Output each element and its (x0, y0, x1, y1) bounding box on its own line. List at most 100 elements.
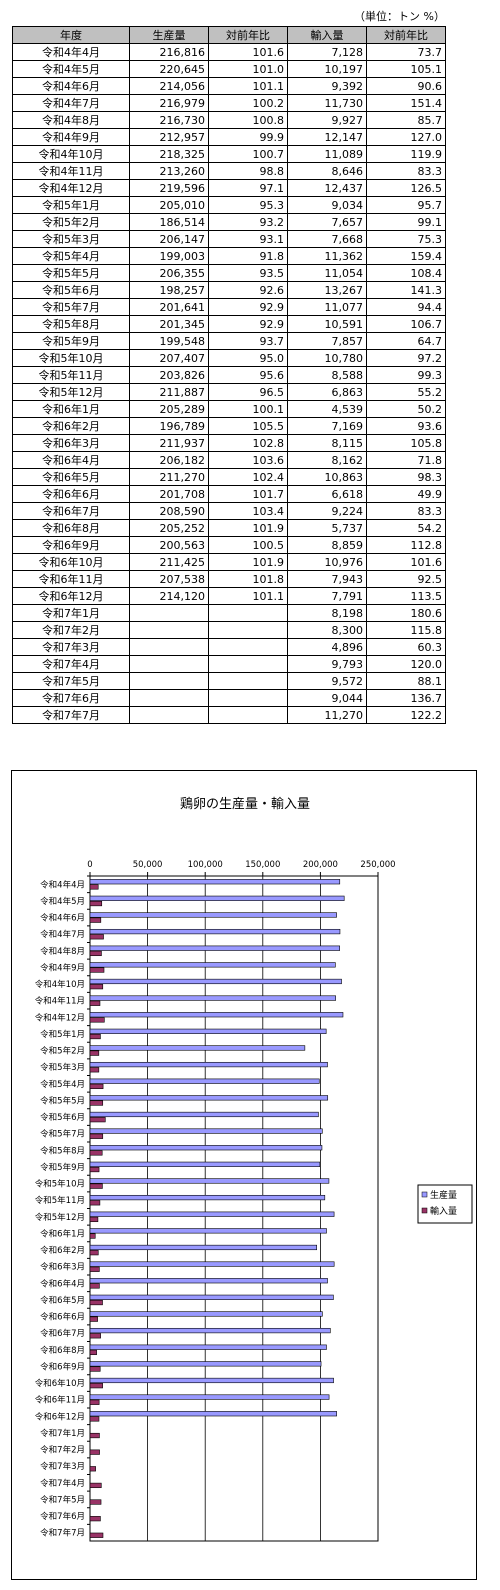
cell-import-yoy: 88.1 (366, 672, 446, 690)
bar-production (89, 1145, 323, 1151)
cell-production: 216,979 (129, 94, 209, 112)
bar-import (89, 1416, 100, 1422)
cell-production-yoy: 102.8 (208, 434, 288, 452)
legend-label: 輸入量 (430, 1205, 457, 1217)
cell-production-yoy: 93.7 (208, 332, 288, 350)
bar-production (89, 995, 336, 1001)
table-row: 令和7年6月 9,044 136.7 (12, 689, 446, 707)
bar-production (89, 895, 345, 901)
y-tick-label: 令和4年10月 (35, 979, 85, 990)
cell-production: 205,252 (129, 519, 209, 537)
cell-production: 216,816 (129, 43, 209, 61)
egg-data-table: 年度 生産量 対前年比 輸入量 対前年比 令和4年4月 216,816 101.6 7… (12, 26, 446, 724)
unit-note: （単位：トン %） (354, 10, 445, 23)
cell-import: 8,162 (287, 451, 367, 469)
cell-period: 令和4年6月 (12, 77, 130, 95)
cell-period: 令和5年11月 (12, 366, 130, 384)
bar-import (89, 1432, 100, 1439)
bar-import (89, 1100, 104, 1106)
y-tick-label: 令和6年5月 (40, 1295, 85, 1306)
bar-production (89, 928, 341, 935)
cell-import-yoy: 105.8 (366, 434, 446, 452)
cell-production: 199,003 (129, 247, 209, 265)
cell-production-yoy: 102.4 (208, 468, 288, 486)
cell-period: 令和6年3月 (12, 434, 130, 452)
cell-import-yoy: 83.3 (366, 502, 446, 520)
table-row: 令和7年3月 4,896 60.3 (12, 638, 446, 656)
x-tick-label: 250,000 (360, 860, 395, 870)
cell-period: 令和5年8月 (12, 315, 130, 333)
table-row: 令和4年11月 213,260 98.8 8,646 83.3 (12, 162, 446, 180)
cell-import-yoy: 99.1 (366, 213, 446, 231)
y-tick-label: 令和7年4月 (40, 1478, 85, 1489)
cell-period: 令和5年9月 (12, 332, 130, 350)
header-import-yoy: 対前年比 (366, 26, 446, 44)
cell-import: 9,044 (287, 689, 367, 707)
table-row: 令和7年7月 11,270 122.2 (12, 706, 446, 724)
cell-import: 7,791 (287, 587, 367, 605)
cell-production-yoy (208, 621, 288, 639)
y-tick-label: 令和7年6月 (40, 1511, 85, 1522)
cell-production (129, 689, 209, 707)
cell-production: 196,789 (129, 417, 209, 435)
cell-import: 7,128 (287, 43, 367, 61)
cell-production-yoy: 101.9 (208, 519, 288, 537)
bar-production (89, 1012, 344, 1018)
cell-import-yoy: 75.3 (366, 230, 446, 248)
table-row: 令和5年6月 198,257 92.6 13,267 141.3 (12, 281, 446, 299)
y-tick-label: 令和6年11月 (35, 1395, 85, 1406)
cell-import: 11,089 (287, 145, 367, 163)
cell-production-yoy: 98.8 (208, 162, 288, 180)
cell-production: 218,325 (129, 145, 209, 163)
cell-production-yoy: 101.7 (208, 485, 288, 503)
cell-import: 8,115 (287, 434, 367, 452)
table-row: 令和7年1月 8,198 180.6 (12, 604, 446, 622)
table-row: 令和5年1月 205,010 95.3 9,034 95.7 (12, 196, 446, 214)
cell-import-yoy: 112.8 (366, 536, 446, 554)
bar-production (89, 1078, 320, 1084)
y-tick-label: 令和4年5月 (40, 896, 85, 907)
cell-period: 令和6年5月 (12, 468, 130, 486)
cell-production-yoy: 100.2 (208, 94, 288, 112)
cell-period: 令和7年6月 (12, 689, 130, 707)
y-tick-label: 令和5年4月 (40, 1079, 85, 1090)
bar-import (89, 917, 102, 923)
cell-production: 214,056 (129, 77, 209, 95)
cell-period: 令和5年1月 (12, 196, 130, 214)
cell-production-yoy (208, 638, 288, 656)
cell-production-yoy: 100.1 (208, 400, 288, 418)
table-row: 令和5年11月 203,826 95.6 8,588 99.3 (12, 366, 446, 384)
bar-import (89, 1482, 102, 1489)
y-tick-label: 令和5年3月 (40, 1062, 85, 1073)
cell-import: 12,437 (287, 179, 367, 197)
cell-period: 令和5年10月 (12, 349, 130, 367)
cell-production-yoy: 101.1 (208, 77, 288, 95)
cell-import-yoy: 54.2 (366, 519, 446, 537)
cell-period: 令和7年5月 (12, 672, 130, 690)
cell-import: 6,618 (287, 485, 367, 503)
bar-import (89, 1166, 100, 1173)
bar-production (89, 1327, 331, 1334)
cell-import: 9,572 (287, 672, 367, 690)
table-row: 令和6年7月 208,590 103.4 9,224 83.3 (12, 502, 446, 520)
cell-import-yoy: 119.9 (366, 145, 446, 163)
cell-import-yoy: 71.8 (366, 451, 446, 469)
cell-period: 令和5年6月 (12, 281, 130, 299)
cell-period: 令和4年12月 (12, 179, 130, 197)
y-tick-label: 令和4年8月 (40, 946, 85, 957)
cell-production: 220,645 (129, 60, 209, 78)
bar-production (89, 1211, 335, 1217)
bar-import (89, 1117, 106, 1123)
cell-production: 206,355 (129, 264, 209, 282)
cell-production-yoy: 93.1 (208, 230, 288, 248)
cell-period: 令和6年10月 (12, 553, 130, 571)
table-row: 令和5年2月 186,514 93.2 7,657 99.1 (12, 213, 446, 231)
cell-production-yoy: 101.1 (208, 587, 288, 605)
y-tick-label: 令和4年4月 (40, 879, 85, 890)
cell-import: 9,793 (287, 655, 367, 673)
cell-production-yoy: 95.3 (208, 196, 288, 214)
bar-production (89, 1111, 319, 1118)
cell-production-yoy (208, 672, 288, 690)
table-row: 令和6年9月 200,563 100.5 8,859 112.8 (12, 536, 446, 554)
cell-import-yoy: 136.7 (366, 689, 446, 707)
